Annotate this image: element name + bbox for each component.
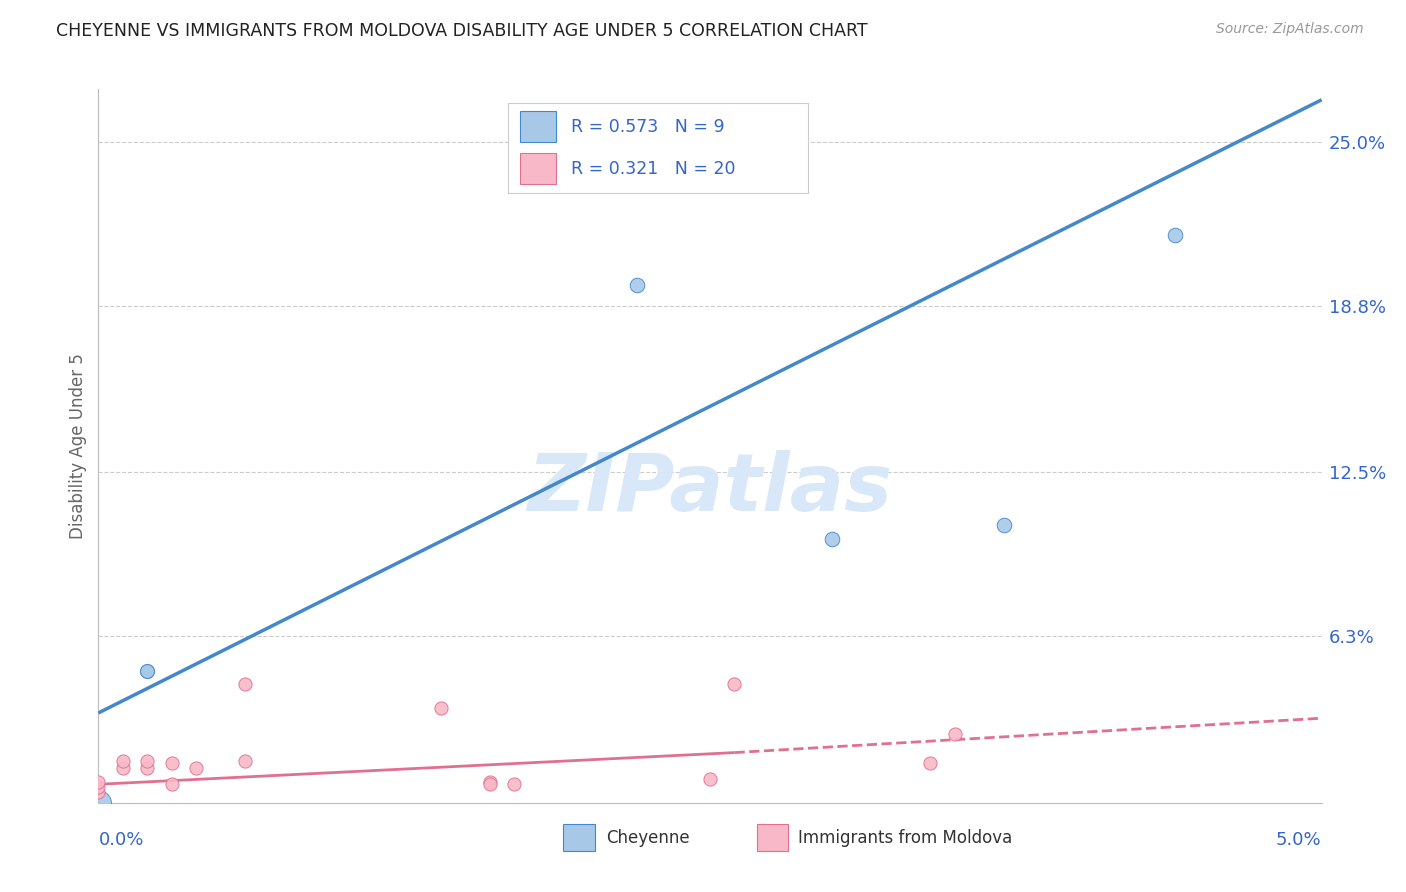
Text: ZIPatlas: ZIPatlas bbox=[527, 450, 893, 528]
Text: CHEYENNE VS IMMIGRANTS FROM MOLDOVA DISABILITY AGE UNDER 5 CORRELATION CHART: CHEYENNE VS IMMIGRANTS FROM MOLDOVA DISA… bbox=[56, 22, 868, 40]
Point bbox=[160, 756, 183, 771]
Point bbox=[233, 754, 256, 768]
Point bbox=[723, 677, 745, 691]
Point bbox=[87, 780, 110, 794]
Point bbox=[87, 785, 110, 799]
Point bbox=[503, 777, 526, 791]
Point bbox=[111, 761, 134, 775]
Point bbox=[478, 777, 501, 791]
Y-axis label: Disability Age Under 5: Disability Age Under 5 bbox=[69, 353, 87, 539]
Point bbox=[186, 761, 208, 775]
Point bbox=[943, 727, 966, 741]
Point bbox=[233, 677, 256, 691]
Point bbox=[111, 754, 134, 768]
Point bbox=[478, 774, 501, 789]
Point bbox=[160, 777, 183, 791]
Point bbox=[993, 518, 1015, 533]
Point bbox=[136, 761, 159, 775]
Point bbox=[626, 277, 648, 292]
Text: 0.0%: 0.0% bbox=[98, 831, 143, 849]
Text: Source: ZipAtlas.com: Source: ZipAtlas.com bbox=[1216, 22, 1364, 37]
Bar bbox=[564, 824, 595, 851]
Point bbox=[87, 796, 110, 810]
Text: Cheyenne: Cheyenne bbox=[606, 830, 690, 847]
Point bbox=[136, 664, 159, 678]
Point bbox=[87, 774, 110, 789]
Point bbox=[1164, 227, 1187, 242]
Bar bbox=[756, 824, 789, 851]
Point bbox=[136, 664, 159, 678]
Point bbox=[136, 754, 159, 768]
Point bbox=[699, 772, 721, 786]
Point bbox=[920, 756, 942, 771]
Text: Immigrants from Moldova: Immigrants from Moldova bbox=[799, 830, 1012, 847]
Point bbox=[430, 700, 453, 714]
Point bbox=[821, 532, 844, 546]
Text: 5.0%: 5.0% bbox=[1277, 831, 1322, 849]
